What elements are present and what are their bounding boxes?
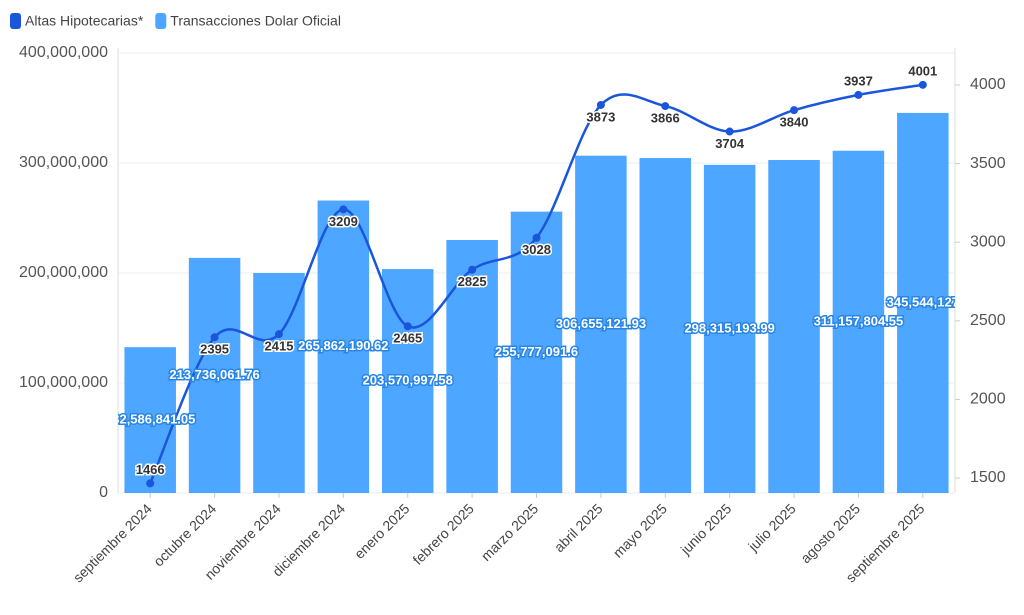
legend-swatch xyxy=(155,13,167,29)
x-tick-label: enero 2025 xyxy=(351,500,413,562)
line-point xyxy=(725,127,734,136)
line xyxy=(149,83,924,484)
bar-value-label: 255,777,091.6 xyxy=(495,344,578,359)
line-point xyxy=(274,330,283,339)
line-layer xyxy=(146,80,927,488)
bar xyxy=(317,200,370,494)
legend-label: Transacciones Dolar Oficial xyxy=(170,13,341,29)
bar xyxy=(575,155,627,493)
bar xyxy=(703,164,756,494)
line-value-label: 2465 xyxy=(393,331,422,346)
x-tick-label: octubre 2024 xyxy=(150,500,219,569)
y2-tick-label: 4000 xyxy=(970,76,1006,93)
x-tick-label: marzo 2025 xyxy=(478,500,542,564)
bars xyxy=(124,112,949,494)
y-tick-label: 0 xyxy=(99,484,108,501)
line-value-label: 3028 xyxy=(522,242,551,257)
line-point xyxy=(403,322,412,331)
y2-tick-label: 3500 xyxy=(970,155,1006,172)
legend-label: Altas Hipotecarias* xyxy=(25,13,144,29)
x-tick-label: julio 2025 xyxy=(744,500,799,555)
line-value-label: 3937 xyxy=(844,73,873,88)
bar xyxy=(188,257,241,493)
line-point xyxy=(596,100,605,109)
bar-value-label: 345,544,127 xyxy=(887,294,959,309)
y-tick-label: 400,000,000 xyxy=(19,44,108,61)
line-value-label: 1466 xyxy=(136,462,165,477)
bar xyxy=(446,240,498,493)
line-point xyxy=(146,479,155,488)
line-value-label: 3209 xyxy=(329,214,358,229)
x-tick-label: febrero 2025 xyxy=(409,500,477,568)
bar-value-label: 311,157,804.55 xyxy=(814,313,904,328)
line-value-label: 4001 xyxy=(908,63,937,78)
bar xyxy=(124,347,176,493)
line-value-label: 2395 xyxy=(200,342,229,357)
bar-value-label: 132,586,841.05 xyxy=(105,412,195,427)
y2-tick-label: 3000 xyxy=(970,233,1006,250)
labels: 132,586,841.05 213,736,061.76 265,862,190.… xyxy=(105,62,959,478)
line-point xyxy=(339,205,348,214)
y-tick-label: 100,000,000 xyxy=(19,374,108,391)
x-tick-label: mayo 2025 xyxy=(610,500,670,560)
x-tick-label: agosto 2025 xyxy=(797,500,863,566)
bar-value-label: 265,862,190.62 xyxy=(298,338,388,353)
x-tick-label: junio 2025 xyxy=(677,500,735,558)
bar xyxy=(381,269,434,493)
line-point xyxy=(790,106,799,115)
y2-tick-label: 1500 xyxy=(970,469,1006,486)
line-point xyxy=(468,265,477,274)
line-point xyxy=(854,90,863,99)
bar xyxy=(897,112,949,493)
line-value-label: 2415 xyxy=(265,339,294,354)
line-value-label: 2825 xyxy=(458,274,487,289)
y-tick-label: 300,000,000 xyxy=(19,154,108,171)
x-tick-label: septiembre 2024 xyxy=(70,500,155,585)
line-value-label: 3840 xyxy=(780,115,809,130)
line-point xyxy=(918,80,927,89)
bar xyxy=(253,273,305,493)
line-value-label: 3704 xyxy=(715,136,745,151)
bar xyxy=(768,160,820,493)
bar xyxy=(832,150,885,493)
line-point xyxy=(532,233,541,242)
y-tick-label: 200,000,000 xyxy=(19,264,108,281)
bar-value-label: 213,736,061.76 xyxy=(169,367,259,382)
x-tick-label: abril 2025 xyxy=(551,500,606,555)
line-point xyxy=(661,102,670,111)
bar-value-label: 298,315,193.99 xyxy=(684,320,774,335)
bar xyxy=(510,211,563,493)
line-point xyxy=(210,333,219,342)
bar xyxy=(639,158,692,494)
y2-tick-label: 2000 xyxy=(970,391,1006,408)
bar-value-label: 203,570,997.58 xyxy=(363,372,453,387)
legend-swatch xyxy=(10,13,21,29)
line-value-label: 3866 xyxy=(651,111,680,126)
line-value-label: 3873 xyxy=(586,109,615,124)
bar-value-label: 306,655,121.93 xyxy=(556,316,646,331)
y2-tick-label: 2500 xyxy=(970,312,1006,329)
